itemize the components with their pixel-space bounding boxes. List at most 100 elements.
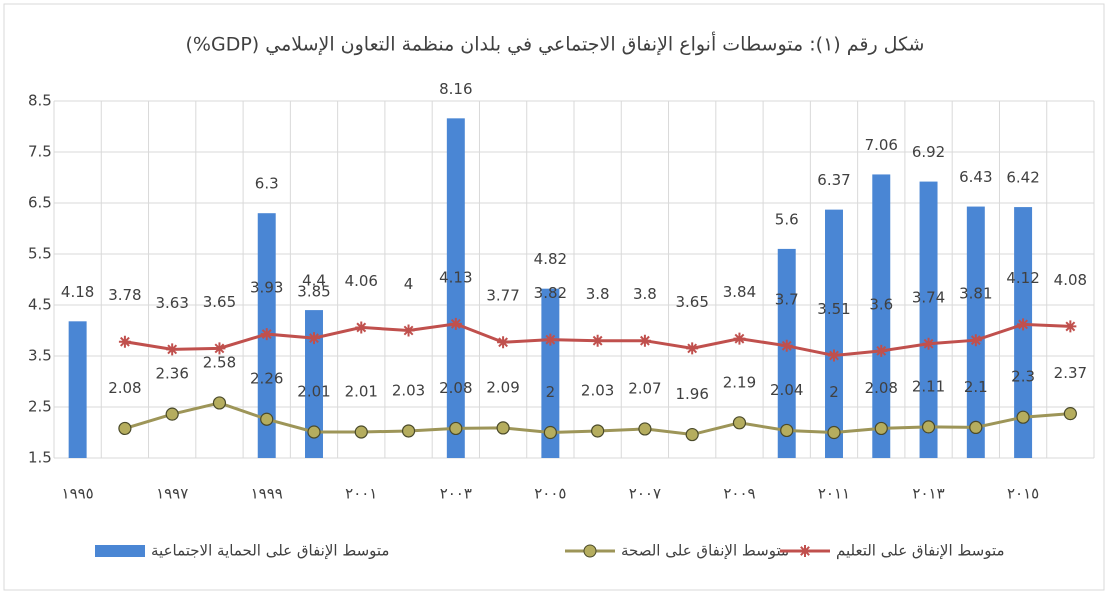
- data-label: 2.03: [392, 381, 425, 399]
- data-label: 2.01: [345, 382, 378, 400]
- marker: [1064, 320, 1077, 333]
- marker: [828, 349, 840, 362]
- bar: [446, 118, 465, 458]
- data-label: 2.08: [108, 379, 141, 397]
- data-label: 2: [546, 383, 556, 401]
- data-label: 3.65: [203, 293, 236, 311]
- data-label: 2.1: [964, 378, 988, 396]
- x-tick-label: ١٩٩٥: [62, 485, 94, 503]
- legend-symbol: [95, 545, 145, 557]
- bar: [68, 321, 87, 458]
- y-tick-label: 8.5: [28, 92, 52, 110]
- marker: [118, 421, 132, 436]
- marker: [686, 342, 699, 355]
- bar: [825, 209, 843, 458]
- data-label: 6.92: [912, 143, 945, 161]
- data-label: 2.03: [581, 381, 614, 399]
- marker: [165, 407, 179, 421]
- data-label: 2.01: [297, 382, 330, 400]
- data-label: 2.36: [155, 365, 188, 383]
- marker: [827, 425, 841, 440]
- marker: [780, 339, 793, 352]
- data-label: 3.81: [959, 285, 992, 303]
- marker: [496, 421, 510, 435]
- chart-title: شكل رقم (١): متوسطات أنواع الإنفاق الاجت…: [186, 32, 925, 56]
- data-label: 4.13: [439, 268, 472, 286]
- data-label: 2.04: [770, 381, 803, 399]
- legend-label: متوسط الإنفاق على الحماية الاجتماعية: [151, 542, 389, 560]
- legend-marker: [583, 544, 597, 558]
- data-label: 6.3: [255, 175, 279, 193]
- y-tick-label: 3.5: [28, 347, 52, 365]
- data-label: 3.93: [250, 279, 283, 297]
- data-label: 3.63: [155, 294, 188, 312]
- x-tick-label: ٢٠٠٧: [629, 485, 661, 503]
- data-label: 7.06: [865, 136, 898, 154]
- data-label: 4.82: [534, 250, 567, 268]
- data-label: 3.8: [633, 285, 657, 303]
- data-label: 4.06: [345, 272, 378, 290]
- marker: [355, 321, 368, 334]
- data-label: 4.18: [61, 283, 94, 301]
- data-label: 2.19: [723, 373, 756, 391]
- legend-marker: [799, 545, 811, 557]
- marker: [260, 328, 273, 341]
- data-label: 3.85: [297, 283, 330, 301]
- marker: [685, 427, 699, 442]
- legend-label: متوسط الإنفاق على الصحة: [621, 542, 789, 560]
- bar: [872, 174, 891, 458]
- x-tick-label: ٢٠٠١: [345, 485, 377, 503]
- data-label: 3.77: [486, 287, 519, 305]
- data-label: 6.42: [1006, 169, 1039, 187]
- bar: [919, 181, 938, 458]
- x-tick-label: ٢٠١١: [818, 485, 850, 503]
- data-label: 3.84: [723, 283, 756, 301]
- marker: [921, 420, 936, 434]
- marker: [1016, 410, 1030, 424]
- marker: [449, 421, 463, 436]
- data-label: 1.96: [675, 385, 708, 403]
- y-tick-label: 5.5: [28, 245, 52, 263]
- data-label: 6.43: [959, 168, 992, 186]
- y-tick-label: 6.5: [28, 194, 52, 212]
- x-tick-label: ١٩٩٧: [156, 485, 188, 503]
- marker: [449, 317, 462, 330]
- y-tick-label: 2.5: [28, 398, 52, 416]
- marker: [307, 425, 321, 439]
- marker: [212, 396, 227, 410]
- marker: [1063, 407, 1077, 421]
- bar: [966, 206, 985, 458]
- marker: [401, 424, 416, 438]
- data-label: 5.6: [775, 210, 799, 228]
- marker: [544, 333, 557, 346]
- data-label: 2.07: [628, 379, 661, 397]
- data-label: 3.82: [534, 284, 567, 302]
- marker: [732, 416, 747, 430]
- legend-label: متوسط الإنفاق على التعليم: [836, 542, 1005, 560]
- data-label: 2.26: [250, 370, 283, 388]
- marker: [260, 412, 274, 426]
- marker: [213, 342, 226, 355]
- marker: [780, 423, 794, 438]
- marker: [874, 421, 888, 436]
- data-label: 2.08: [865, 379, 898, 397]
- marker: [591, 424, 605, 438]
- data-label: 4.12: [1006, 269, 1039, 287]
- data-label: 2.08: [439, 379, 472, 397]
- y-tick-label: 1.5: [28, 449, 52, 467]
- data-label: 2.58: [203, 353, 236, 371]
- marker: [118, 335, 131, 348]
- data-label: 3.51: [817, 300, 850, 318]
- marker: [591, 334, 604, 347]
- data-label: 3.6: [869, 295, 893, 313]
- marker: [969, 420, 983, 434]
- marker: [733, 332, 746, 345]
- marker: [638, 422, 652, 436]
- marker: [543, 425, 557, 440]
- marker: [638, 334, 651, 347]
- x-tick-label: ٢٠٠٣: [440, 485, 472, 503]
- data-label: 3.7: [775, 290, 799, 308]
- x-tick-label: ١٩٩٩: [251, 485, 283, 503]
- data-label: 2.09: [486, 378, 519, 396]
- bar: [1014, 207, 1033, 458]
